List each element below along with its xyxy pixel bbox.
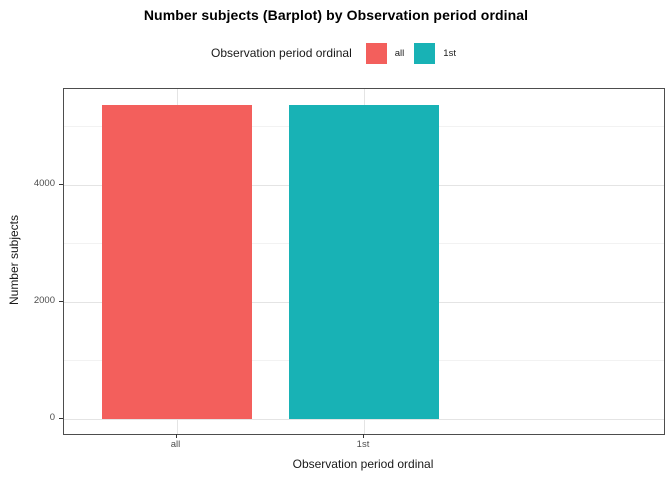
y-axis-title: Number subjects <box>7 214 21 306</box>
x-tick-mark <box>363 434 364 438</box>
y-tick-mark <box>59 418 63 419</box>
y-tick-label: 2000 <box>33 294 55 306</box>
bar-1st <box>289 104 439 419</box>
legend: Observation period ordinal all 1st <box>0 41 672 65</box>
bar-all <box>101 104 252 419</box>
y-tick-label: 4000 <box>33 177 55 189</box>
x-tick-label: all <box>170 439 181 450</box>
legend-title: Observation period ordinal <box>211 46 352 60</box>
legend-item-label: 1st <box>443 47 456 59</box>
x-axis-title: Observation period ordinal <box>292 457 434 471</box>
legend-item-label: all <box>394 47 405 59</box>
legend-swatch <box>365 42 387 64</box>
y-tick-mark <box>59 183 63 185</box>
y-tick-mark <box>59 300 63 302</box>
legend-item: all <box>365 42 410 64</box>
plot-panel <box>63 88 665 435</box>
x-tick-label: 1st <box>356 439 370 450</box>
legend-item: 1st <box>414 42 461 64</box>
x-tick-mark <box>175 434 177 438</box>
y-tick-label: 0 <box>49 412 55 423</box>
legend-swatch <box>414 42 436 64</box>
chart-title: Number subjects (Barplot) by Observation… <box>143 7 529 23</box>
